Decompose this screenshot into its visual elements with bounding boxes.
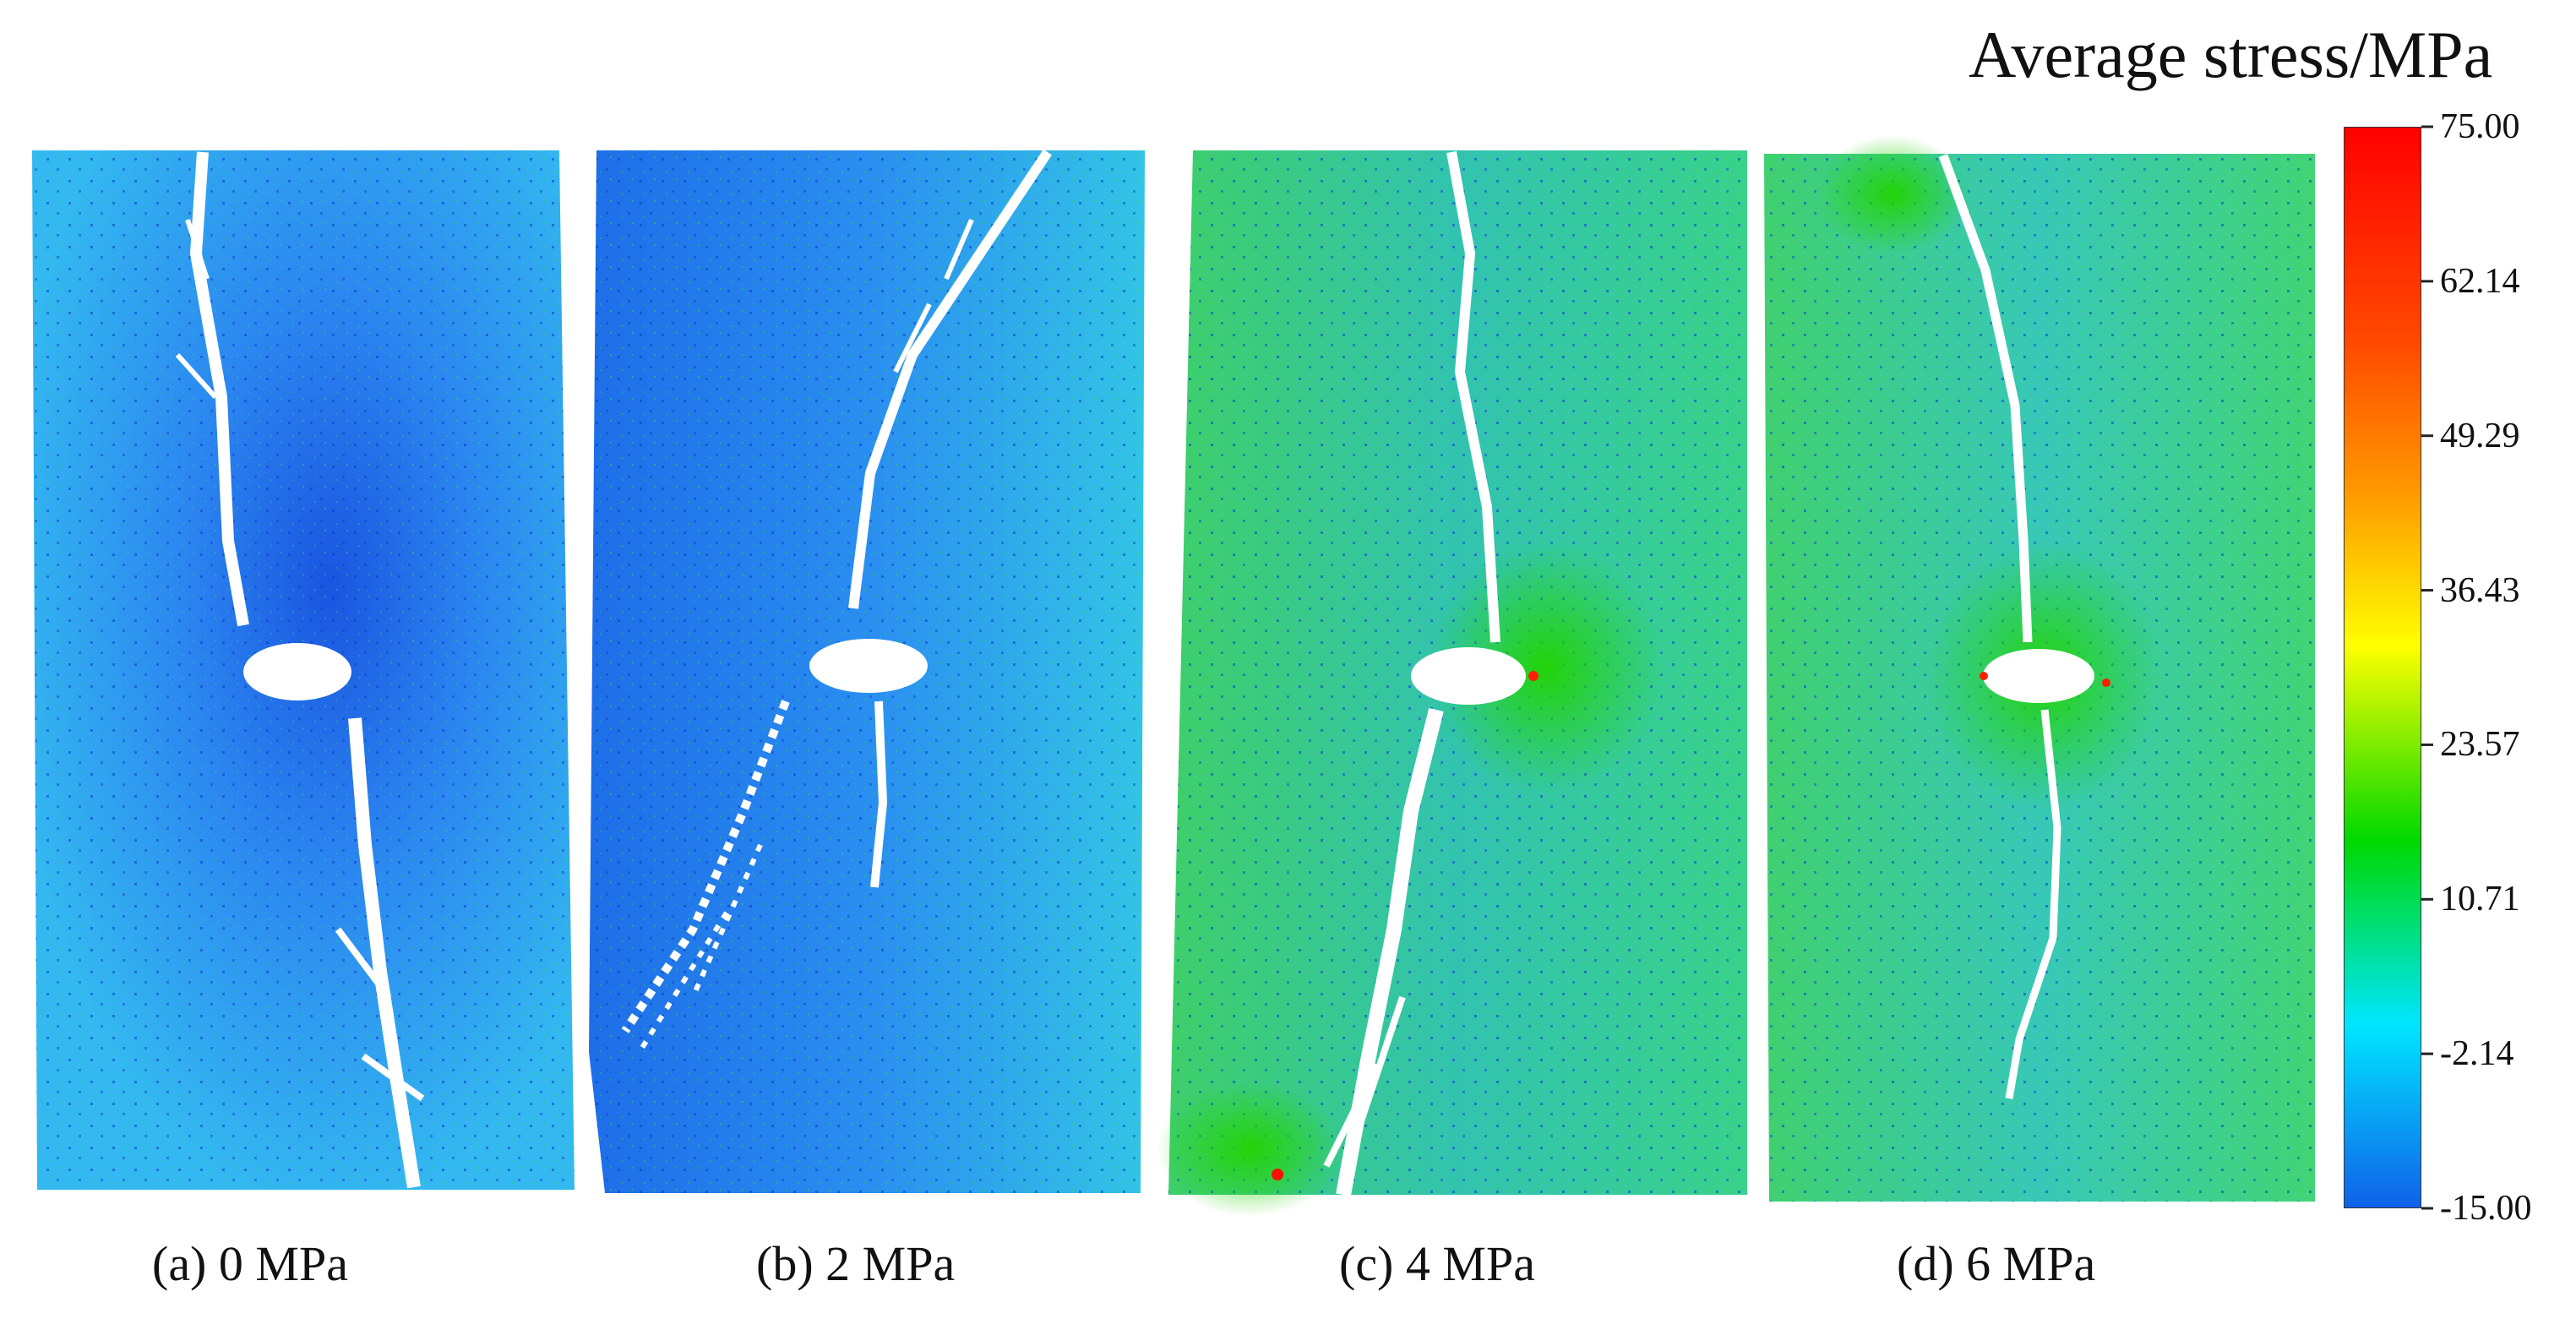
panel-b-damage-zone	[621, 700, 790, 1033]
panel-c-crack-upper	[1446, 150, 1500, 643]
caption-c: (c) 4 MPa	[1339, 1236, 1535, 1291]
caption-b: (b) 2 MPa	[756, 1236, 956, 1291]
colorbar-tick-label: 10.71	[2440, 880, 2520, 919]
colorbar-tick-label: 49.29	[2440, 416, 2520, 455]
caption-d: (d) 6 MPa	[1897, 1236, 2096, 1291]
colorbar-tick-label: 36.43	[2440, 570, 2520, 610]
colorbar-gradient	[2343, 126, 2422, 1209]
panel-b-crack-lower	[870, 700, 888, 888]
panel-c	[1157, 150, 1747, 1217]
panel-d-borehole	[1983, 649, 2094, 703]
colorbar-tick-label: 62.14	[2440, 261, 2520, 301]
panel-b-borehole	[809, 639, 928, 693]
colorbar-tick-label: -2.14	[2440, 1034, 2514, 1074]
panel-d	[1764, 135, 2315, 1202]
panel-b-crack-upper	[848, 149, 1052, 609]
colorbar-tick-label: 75.00	[2440, 107, 2520, 146]
colorbar-tick-label: -15.00	[2440, 1189, 2532, 1228]
panel-a-borehole	[243, 643, 351, 700]
colorbar-title: Average stress/MPa	[1969, 18, 2493, 91]
panel-d-crack-lower	[2005, 709, 2061, 1099]
colorbar-tick-label: 23.57	[2440, 725, 2520, 765]
panel-a-crack-lower	[348, 717, 421, 1189]
panel-a-crack-upper	[190, 151, 249, 627]
caption-a: (a) 0 MPa	[152, 1236, 348, 1291]
panel-a	[32, 150, 575, 1190]
panel-d-crack-upper	[1938, 154, 2033, 643]
colorbar	[2343, 126, 2422, 1209]
panel-c-borehole	[1411, 647, 1526, 705]
panel-b	[589, 149, 1145, 1193]
